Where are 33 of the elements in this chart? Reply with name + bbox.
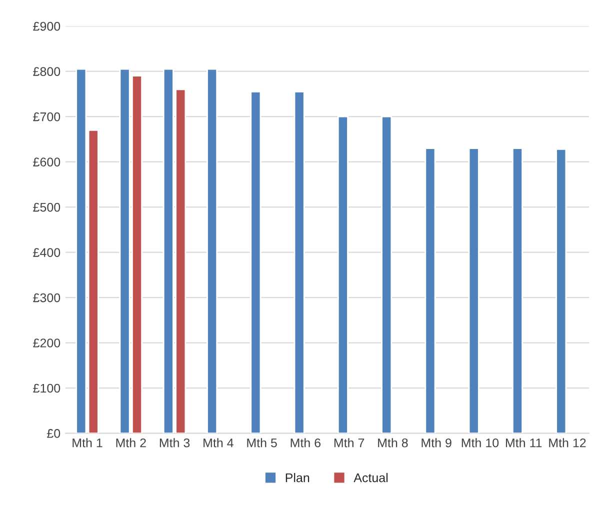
bar <box>337 116 348 434</box>
x-tick-label: Mth 12 <box>549 438 586 448</box>
y-tick-label: £0 <box>47 429 60 438</box>
y-tick-label: £700 <box>33 112 60 122</box>
bar <box>556 148 567 434</box>
y-tick-label: £300 <box>33 293 60 302</box>
x-tick-label: Mth 8 <box>378 438 408 448</box>
bar <box>468 148 480 434</box>
y-tick-label: £800 <box>33 67 60 76</box>
y-tick-label: £200 <box>33 338 60 348</box>
bar <box>381 116 392 434</box>
x-tick-label: Mth 5 <box>247 438 277 448</box>
x-tick-label: Mth 9 <box>422 438 452 448</box>
x-tick-label: Mth 2 <box>116 438 146 448</box>
x-tick-label: Mth 1 <box>72 438 102 448</box>
bar <box>294 91 305 434</box>
y-tick-label: £500 <box>33 202 60 212</box>
x-tick-label: Mth 6 <box>290 438 321 448</box>
y-tick-label: £100 <box>33 384 60 393</box>
legend-label: Actual <box>354 473 388 482</box>
legend-label: Plan <box>286 473 310 482</box>
x-tick-label: Mth 11 <box>506 438 542 448</box>
y-tick-label: £600 <box>33 158 60 166</box>
x-tick-label: Mth 3 <box>160 438 190 448</box>
y-tick-label: £400 <box>33 248 60 257</box>
y-tick-label: £900 <box>33 22 60 31</box>
bar <box>424 148 436 434</box>
bar <box>250 91 262 434</box>
bar <box>206 68 218 434</box>
x-tick-label: Mth 4 <box>204 438 234 448</box>
bar <box>512 148 523 434</box>
x-tick-label: Mth 7 <box>334 438 364 448</box>
x-tick-label: Mth 10 <box>462 438 499 448</box>
